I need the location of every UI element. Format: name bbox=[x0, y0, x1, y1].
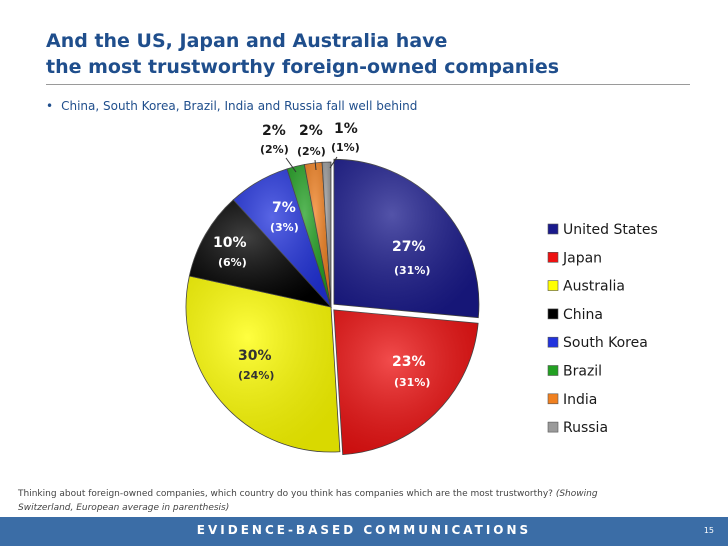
data-label-comparison: (6%) bbox=[218, 256, 247, 269]
footer-brand: EVIDENCE-BASED COMMUNICATIONS bbox=[196, 523, 532, 537]
legend-swatch bbox=[547, 393, 559, 405]
data-label-value: 2% bbox=[262, 123, 286, 139]
legend-label: Japan bbox=[562, 250, 602, 266]
label-leader-line bbox=[314, 159, 317, 171]
pie-slice-shading bbox=[186, 275, 340, 452]
pie-slice-shading bbox=[322, 162, 331, 307]
legend-label: Australia bbox=[563, 279, 625, 295]
legend-swatch bbox=[547, 280, 559, 291]
legend-swatch bbox=[547, 252, 559, 263]
pie-slice-shading bbox=[287, 164, 331, 307]
data-label-comparison: (31%) bbox=[394, 264, 430, 277]
bullet-dot-icon: • bbox=[46, 99, 54, 113]
legend-swatch bbox=[547, 308, 559, 320]
data-label-value: 7% bbox=[272, 200, 296, 216]
data-label-value: 30% bbox=[238, 348, 272, 364]
data-label-value: 1% bbox=[334, 121, 358, 137]
legend-swatch bbox=[547, 421, 559, 433]
footer-bar: EVIDENCE-BASED COMMUNICATIONS 15 bbox=[0, 517, 728, 546]
label-leader-line bbox=[285, 157, 297, 173]
legend-label: United States bbox=[563, 222, 658, 238]
data-label-value: 23% bbox=[392, 354, 426, 370]
page-number: 15 bbox=[703, 526, 714, 535]
data-label-comparison: (24%) bbox=[238, 369, 274, 382]
title-line-2: the most trustworthy foreign-owned compa… bbox=[46, 56, 560, 78]
data-label-comparison: (31%) bbox=[394, 376, 430, 389]
pie-slice-shading bbox=[189, 199, 331, 307]
legend-label: China bbox=[563, 307, 603, 323]
survey-question: Thinking about foreign-owned companies, … bbox=[18, 487, 628, 515]
legend-label: India bbox=[563, 392, 597, 408]
data-label-value: 2% bbox=[299, 123, 323, 139]
bullet-point: • China, South Korea, Brazil, India and R… bbox=[46, 99, 417, 113]
legend-label: Brazil bbox=[563, 364, 602, 380]
title-divider bbox=[46, 84, 690, 85]
data-label-comparison: (2%) bbox=[297, 145, 326, 158]
question-text: Thinking about foreign-owned companies, … bbox=[18, 489, 553, 499]
question-note: (Showing Switzerland, European average i… bbox=[18, 489, 598, 513]
pie-slice-shading bbox=[333, 159, 479, 318]
data-label-comparison: (3%) bbox=[270, 221, 299, 234]
label-leader-line bbox=[329, 156, 338, 169]
slide-title: And the US, Japan and Australia have the… bbox=[46, 28, 666, 80]
bullet-text: China, South Korea, Brazil, India and Ru… bbox=[61, 99, 418, 113]
legend-label: Russia bbox=[563, 420, 608, 436]
legend-swatch bbox=[547, 365, 559, 376]
legend-swatch bbox=[547, 336, 559, 348]
pie-slice-shading bbox=[233, 168, 331, 307]
legend-swatch bbox=[547, 223, 559, 235]
data-label-comparison: (1%) bbox=[331, 141, 360, 154]
legend-label: South Korea bbox=[563, 335, 648, 351]
data-label-value: 10% bbox=[213, 235, 247, 251]
data-label-comparison: (2%) bbox=[260, 143, 289, 156]
data-label-value: 27% bbox=[392, 239, 426, 255]
title-line-1: And the US, Japan and Australia have bbox=[46, 30, 448, 52]
pie-slice-shading bbox=[304, 162, 331, 307]
pie-slice-shading bbox=[333, 309, 479, 455]
